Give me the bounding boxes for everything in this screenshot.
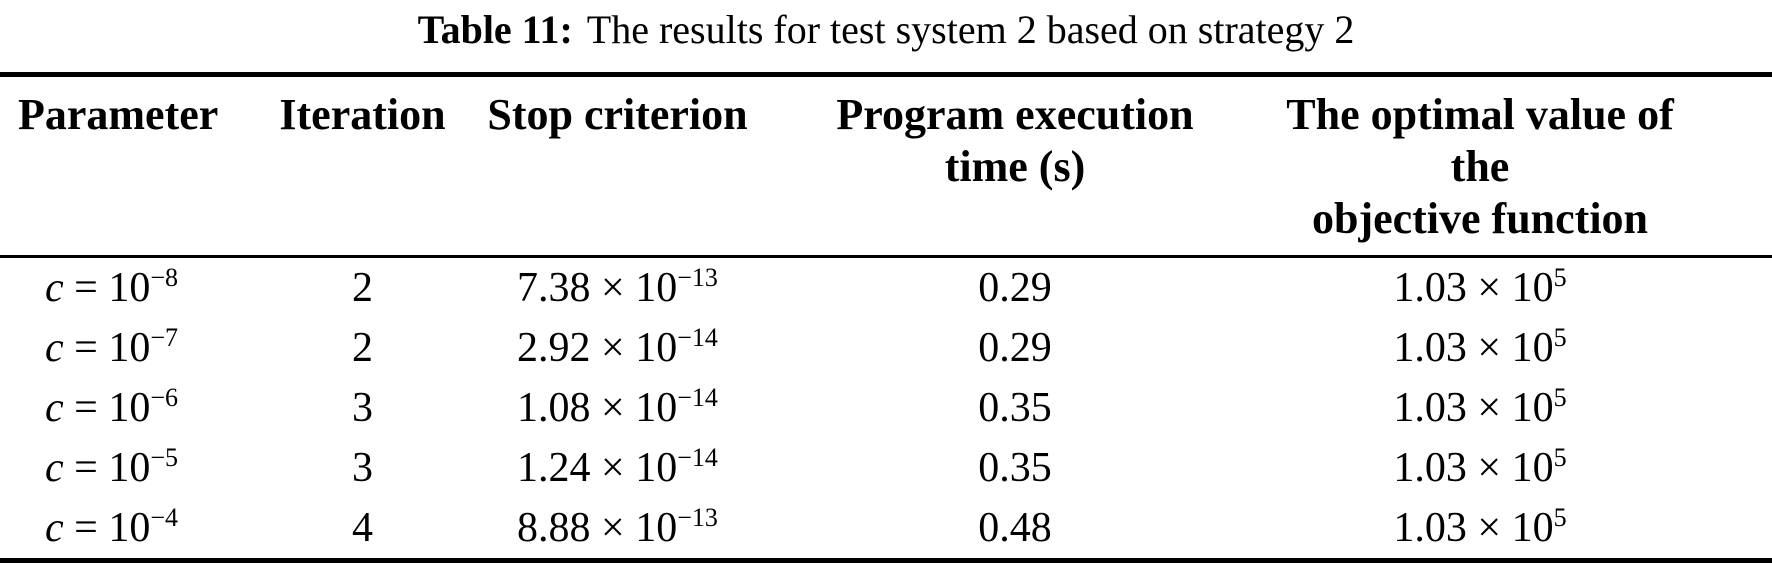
cell-iteration: 3 [352,445,373,491]
cell-iteration: 3 [352,385,373,431]
cell-stop-criterion: 1.08 × 10−14 [485,378,750,438]
header-execution-time-line1: Program execution [836,90,1194,139]
cell-parameter: c = 10−8 [0,257,240,319]
cell-optimal-value: 1.03 × 105 [1280,498,1772,561]
stop-criterion-exponent: −13 [677,502,718,532]
parameter-variable: c [45,325,64,371]
header-optimal-value-line1: The optimal value of the [1286,90,1674,191]
header-iteration: Iteration [279,90,446,139]
stop-criterion-base: 1.08 × 10 [517,385,678,431]
table-caption-text: The results for test system 2 based on s… [586,7,1355,52]
cell-optimal-value: 1.03 × 105 [1280,257,1772,319]
stop-criterion-exponent: −13 [677,262,718,292]
cell-parameter: c = 10−7 [0,318,240,378]
parameter-variable: c [45,445,64,491]
cell-execution-time: 0.29 [978,325,1052,371]
cell-optimal-value: 1.03 × 105 [1280,438,1772,498]
optimal-value-base: 1.03 × 10 [1393,445,1554,491]
optimal-value-base: 1.03 × 10 [1393,265,1554,311]
cell-stop-criterion: 1.24 × 10−14 [485,438,750,498]
table-row: c = 10−8 2 7.38 × 10−13 0.29 1.03 × 105 [0,257,1772,319]
header-optimal-value-line2: objective function [1311,194,1649,243]
cell-iteration: 4 [352,505,373,551]
header-stop-criterion: Stop criterion [487,90,748,139]
cell-optimal-value: 1.03 × 105 [1280,318,1772,378]
results-table: Parameter Iteration Stop criterion Progr… [0,72,1772,563]
table-caption: Table 11: The results for test system 2 b… [0,0,1772,72]
optimal-value-exponent: 5 [1553,442,1567,472]
stop-criterion-exponent: −14 [677,382,718,412]
header-row: Parameter Iteration Stop criterion Progr… [0,75,1772,257]
cell-execution-time: 0.35 [978,445,1052,491]
parameter-variable: c [45,265,64,311]
header-execution-time: Program execution time (s) [750,75,1280,257]
optimal-value-exponent: 5 [1553,502,1567,532]
cell-parameter: c = 10−4 [0,498,240,561]
cell-stop-criterion: 8.88 × 10−13 [485,498,750,561]
cell-parameter: c = 10−5 [0,438,240,498]
cell-stop-criterion: 2.92 × 10−14 [485,318,750,378]
stop-criterion-base: 1.24 × 10 [517,445,678,491]
parameter-exponent: −4 [150,502,179,532]
cell-parameter: c = 10−6 [0,378,240,438]
stop-criterion-base: 2.92 × 10 [517,325,678,371]
optimal-value-exponent: 5 [1553,262,1567,292]
cell-execution-time: 0.48 [978,505,1052,551]
parameter-base: = 10 [63,445,151,491]
optimal-value-base: 1.03 × 10 [1393,385,1554,431]
table-row: c = 10−6 3 1.08 × 10−14 0.35 1.03 × 105 [0,378,1772,438]
cell-stop-criterion: 7.38 × 10−13 [485,257,750,319]
table-header: Parameter Iteration Stop criterion Progr… [0,75,1772,257]
parameter-base: = 10 [63,265,151,311]
parameter-variable: c [45,385,64,431]
table-row: c = 10−4 4 8.88 × 10−13 0.48 1.03 × 105 [0,498,1772,561]
optimal-value-exponent: 5 [1553,322,1567,352]
parameter-base: = 10 [63,385,151,431]
cell-iteration: 2 [352,325,373,371]
cell-execution-time: 0.29 [978,265,1052,311]
table-row: c = 10−7 2 2.92 × 10−14 0.29 1.03 × 105 [0,318,1772,378]
header-optimal-value: The optimal value of the objective funct… [1280,75,1772,257]
header-execution-time-line2: time (s) [944,142,1086,191]
table-caption-label: Table 11: [417,7,573,52]
parameter-base: = 10 [63,505,151,551]
stop-criterion-exponent: −14 [677,442,718,472]
optimal-value-exponent: 5 [1553,382,1567,412]
parameter-exponent: −5 [150,442,179,472]
optimal-value-base: 1.03 × 10 [1393,325,1554,371]
cell-iteration: 2 [352,265,373,311]
parameter-base: = 10 [63,325,151,371]
parameter-exponent: −6 [150,382,179,412]
cell-execution-time: 0.35 [978,385,1052,431]
parameter-exponent: −8 [150,262,179,292]
cell-optimal-value: 1.03 × 105 [1280,378,1772,438]
parameter-variable: c [45,505,64,551]
stop-criterion-base: 7.38 × 10 [517,265,678,311]
header-parameter: Parameter [18,90,219,139]
optimal-value-base: 1.03 × 10 [1393,505,1554,551]
table-row: c = 10−5 3 1.24 × 10−14 0.35 1.03 × 105 [0,438,1772,498]
parameter-exponent: −7 [150,322,179,352]
stop-criterion-base: 8.88 × 10 [517,505,678,551]
stop-criterion-exponent: −14 [677,322,718,352]
